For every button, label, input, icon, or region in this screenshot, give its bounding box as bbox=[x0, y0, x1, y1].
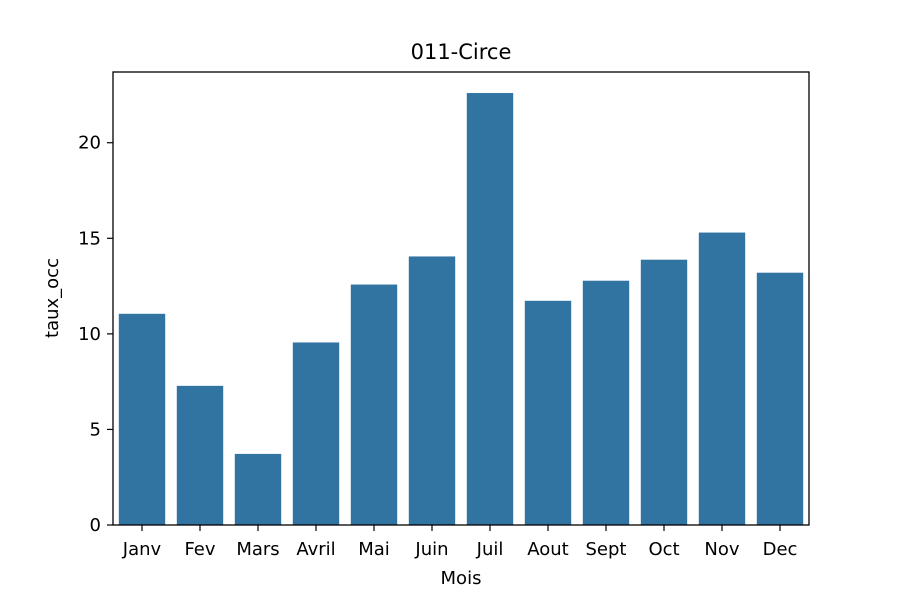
bar-nov bbox=[698, 232, 746, 526]
bar-oct bbox=[640, 259, 688, 525]
bar-mai bbox=[350, 284, 398, 525]
x-tick-label: Aout bbox=[527, 539, 568, 560]
x-tick-label: Sept bbox=[586, 539, 627, 560]
bar-sept bbox=[582, 280, 630, 525]
bar-dec bbox=[756, 272, 804, 525]
y-axis-ticks: 0 5 10 15 20 bbox=[78, 133, 113, 536]
x-tick-label: Fev bbox=[184, 539, 215, 560]
chart-title: 011-Circe bbox=[411, 40, 512, 64]
bar-aout bbox=[524, 300, 572, 525]
x-tick-label: Nov bbox=[704, 539, 739, 560]
bar-juin bbox=[408, 256, 456, 525]
y-tick-label: 20 bbox=[78, 133, 101, 154]
x-axis-ticks: Janv Fev Mars Avril Mai Juin Juil Aout Sept Oct No… bbox=[122, 525, 798, 560]
x-tick-label: Oct bbox=[648, 539, 679, 560]
y-axis-label: taux_occ bbox=[42, 258, 63, 338]
x-tick-label: Dec bbox=[763, 539, 798, 560]
bar-mars bbox=[234, 453, 282, 525]
bar-juil bbox=[466, 93, 514, 525]
bar-avril bbox=[292, 342, 340, 525]
x-tick-label: Mai bbox=[358, 539, 390, 560]
bar-janv bbox=[118, 313, 166, 525]
bar-fev bbox=[176, 385, 224, 525]
x-tick-label: Juil bbox=[476, 539, 504, 560]
x-tick-label: Janv bbox=[122, 539, 162, 560]
x-tick-label: Mars bbox=[236, 539, 279, 560]
x-tick-label: Avril bbox=[296, 539, 335, 560]
plot-frame bbox=[112, 71, 810, 526]
y-tick-label: 0 bbox=[90, 515, 101, 536]
x-axis-label: Mois bbox=[441, 568, 482, 589]
y-tick-label: 15 bbox=[78, 228, 101, 249]
y-tick-label: 5 bbox=[90, 419, 101, 440]
x-tick-label: Juin bbox=[414, 539, 448, 560]
bars-group bbox=[118, 93, 804, 526]
y-tick-label: 10 bbox=[78, 324, 101, 345]
